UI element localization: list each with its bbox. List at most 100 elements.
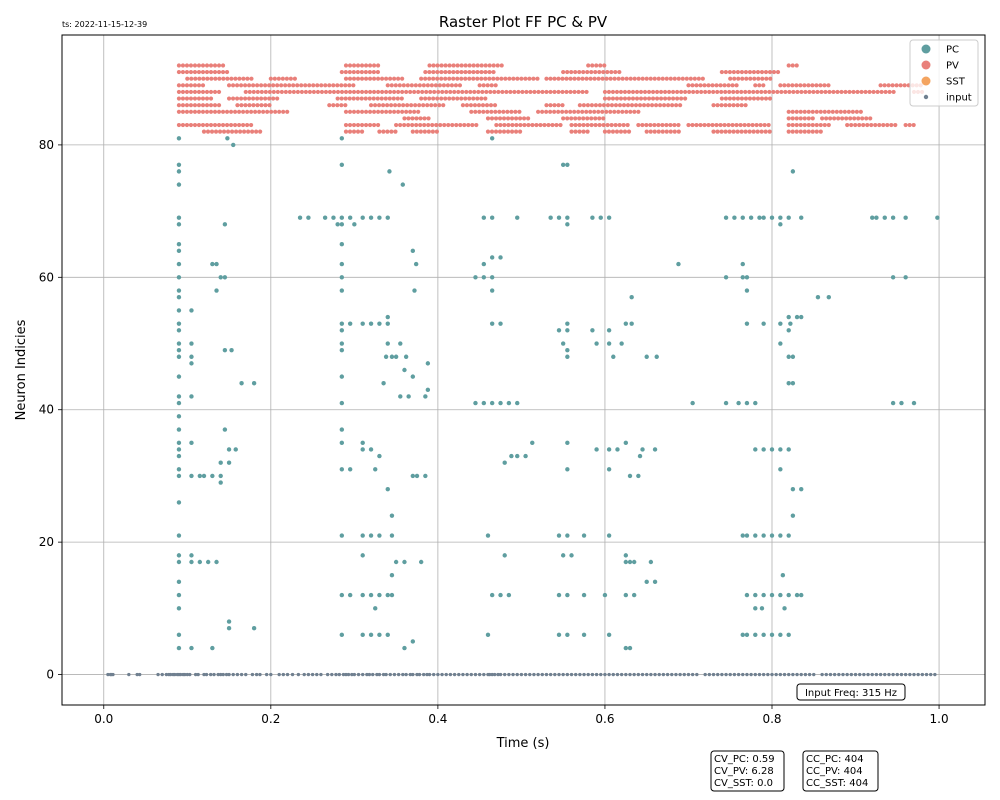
pv-spike: [467, 63, 472, 68]
pv-spike: [610, 129, 616, 134]
input-spike: [306, 672, 311, 677]
input-spike: [202, 672, 206, 677]
pv-spike: [666, 89, 672, 95]
pv-spike: [447, 63, 452, 68]
input-spike: [375, 672, 379, 677]
pv-spike: [520, 89, 525, 95]
pv-spike: [610, 96, 616, 101]
pv-spike: [217, 129, 223, 134]
pc-spike: [515, 453, 520, 459]
input-spike: [812, 672, 816, 677]
input-spike: [761, 672, 766, 677]
pc-spike: [377, 533, 382, 538]
pv-spike: [822, 83, 827, 88]
pc-spike: [226, 626, 232, 631]
pv-spike: [288, 76, 293, 81]
input-spike: [569, 672, 574, 677]
pv-spike: [782, 83, 787, 88]
pv-spike: [558, 122, 563, 128]
pv-spike: [538, 122, 543, 128]
input-spike: [404, 672, 408, 677]
pv-spike: [475, 76, 480, 81]
pv-spike: [271, 89, 276, 95]
pc-spike: [481, 215, 487, 220]
input-spike: [707, 672, 712, 677]
pv-spike: [375, 69, 381, 75]
x-tick-label: 0.6: [595, 712, 614, 726]
pc-spike: [569, 553, 574, 558]
pv-spike: [743, 103, 748, 108]
pv-spike: [513, 109, 518, 114]
input-spike: [657, 672, 661, 677]
pv-spike: [379, 89, 385, 95]
pv-spike: [676, 129, 681, 134]
pc-spike: [360, 533, 365, 538]
pv-spike: [732, 76, 737, 81]
pc-spike: [423, 473, 428, 479]
pv-spike: [802, 83, 807, 88]
pv-spike: [814, 83, 819, 88]
pv-spike: [605, 103, 611, 108]
pc-spike: [393, 559, 399, 565]
pv-spike: [826, 122, 831, 128]
pv-spike: [767, 89, 772, 95]
pv-spike: [739, 69, 745, 75]
pv-spike: [786, 116, 791, 121]
pv-spike: [410, 122, 415, 128]
pc-spike: [218, 275, 223, 280]
pv-spike: [269, 109, 274, 114]
pv-spike: [602, 89, 608, 95]
pv-spike: [439, 76, 444, 81]
pc-spike: [176, 321, 182, 326]
pv-spike: [521, 116, 527, 121]
x-tick-label: 0.2: [261, 712, 280, 726]
input-spike: [678, 672, 682, 677]
pv-spike: [501, 116, 507, 121]
pv-spike: [767, 69, 773, 75]
pv-spike: [690, 122, 695, 128]
pv-spike: [359, 76, 365, 81]
pc-spike: [176, 354, 182, 359]
pv-spike: [799, 89, 804, 95]
pv-spike: [761, 83, 766, 88]
pv-spike: [786, 122, 791, 128]
pv-spike: [209, 129, 215, 134]
pv-spike: [384, 103, 390, 108]
pv-spike: [347, 109, 353, 114]
pc-spike: [387, 169, 392, 174]
pv-spike: [640, 76, 645, 81]
pv-spike: [552, 89, 557, 95]
pv-spike: [291, 83, 296, 88]
pv-spike: [208, 122, 214, 128]
pv-spike: [427, 96, 432, 101]
pv-spike: [351, 129, 357, 134]
pc-spike: [786, 592, 791, 598]
pv-spike: [451, 69, 456, 75]
pc-spike: [176, 579, 182, 585]
pv-spike: [714, 83, 719, 88]
pv-spike: [200, 96, 206, 101]
pv-spike: [396, 89, 401, 95]
input-spike: [703, 672, 707, 677]
input-spike: [212, 672, 216, 677]
input-spike: [832, 672, 837, 677]
pc-spike: [339, 533, 345, 538]
pv-spike: [743, 129, 748, 134]
pc-spike: [176, 427, 182, 432]
pv-spike: [443, 96, 448, 101]
pc-spike: [201, 473, 207, 479]
pv-spike: [653, 103, 659, 108]
pc-spike: [176, 559, 182, 565]
input-spike: [540, 672, 544, 677]
pv-spike: [763, 69, 769, 75]
pv-spike: [585, 122, 590, 128]
pc-spike: [629, 321, 634, 326]
pv-spike: [802, 129, 807, 134]
pv-spike: [193, 76, 198, 81]
pv-spike: [426, 116, 431, 121]
pv-spike: [798, 83, 803, 88]
pc-spike: [176, 500, 182, 505]
input-spike: [874, 672, 879, 677]
pv-spike: [656, 129, 661, 134]
pv-spike: [233, 76, 238, 81]
